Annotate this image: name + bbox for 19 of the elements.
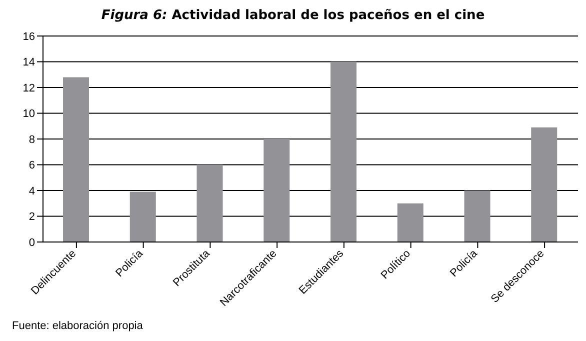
y-tick-label: 16 xyxy=(22,30,35,43)
bar xyxy=(63,77,89,242)
bar xyxy=(464,190,490,242)
bar xyxy=(130,192,156,242)
bar xyxy=(264,139,290,242)
bar xyxy=(330,62,356,242)
chart-title: Figura 6: Actividad laboral de los paceños en el cine xyxy=(100,8,486,25)
y-tick-label: 12 xyxy=(22,82,35,94)
y-tick-label: 8 xyxy=(28,134,35,146)
source-note: Fuente: elaboración propia xyxy=(12,320,144,332)
y-tick-label: 0 xyxy=(28,236,35,249)
y-tick-label: 4 xyxy=(28,185,35,198)
bar xyxy=(196,164,223,242)
bar xyxy=(531,127,558,242)
bar xyxy=(397,203,424,242)
y-tick-label: 6 xyxy=(28,160,35,172)
y-tick-label: 2 xyxy=(28,211,35,224)
y-tick-label: 14 xyxy=(22,56,35,69)
y-tick-label: 10 xyxy=(22,108,35,120)
